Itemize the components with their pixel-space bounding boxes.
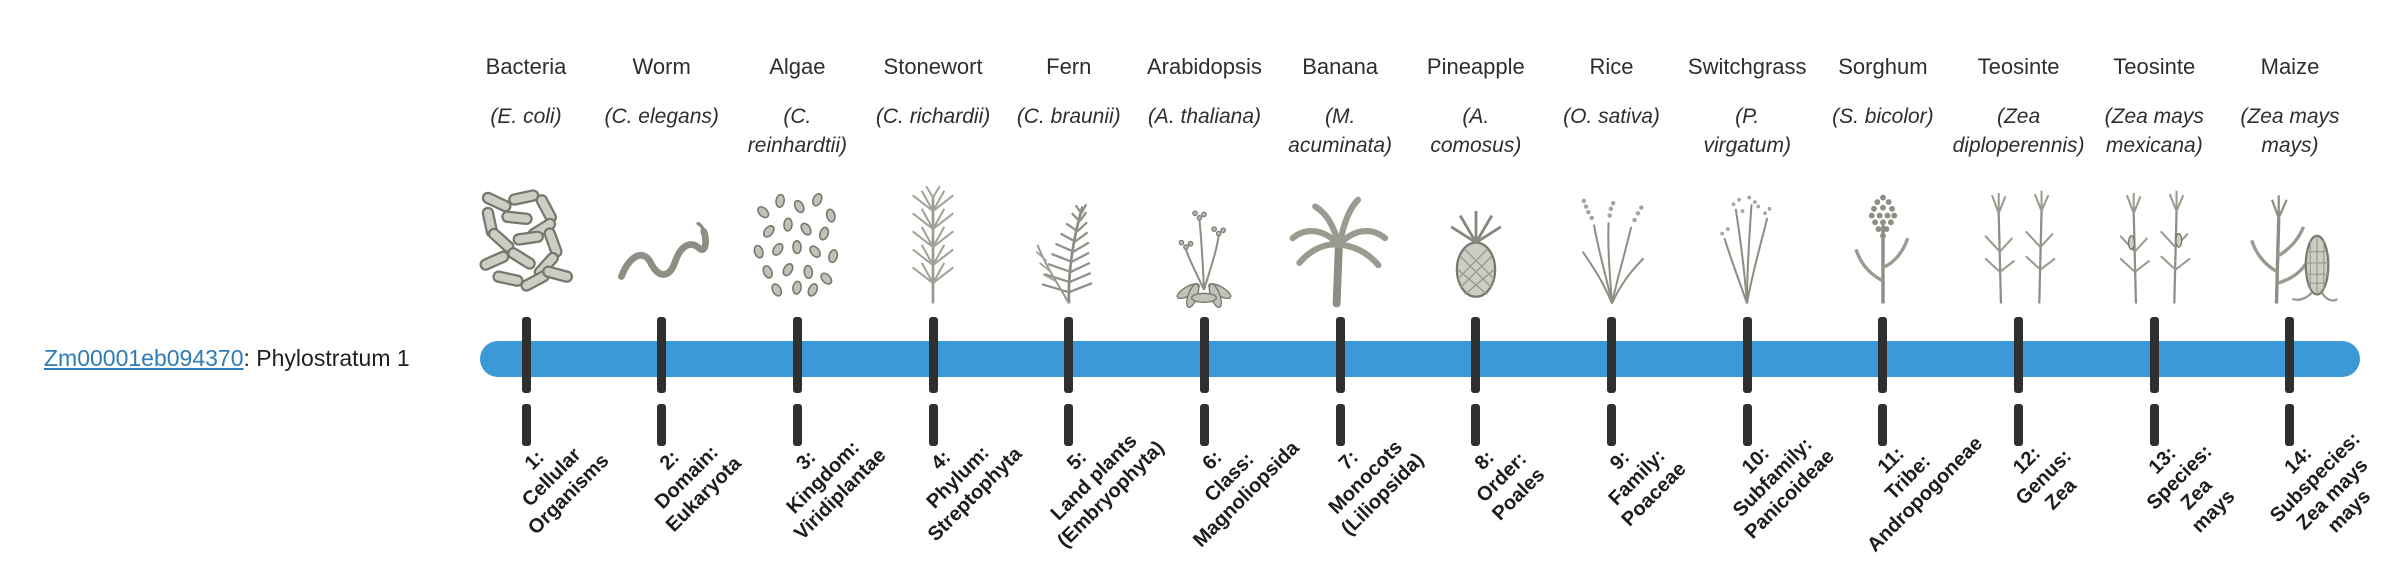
banana-icon [1270, 176, 1410, 308]
organism-name: Worm [632, 54, 691, 79]
timeline-tick-stub [1471, 404, 1481, 446]
timeline-tick [2149, 317, 2159, 393]
phylostratum-column: Teosinte (Zea diploperennis) 12: Genus: … [1909, 0, 2129, 580]
organism-name: Fern [1046, 54, 1092, 79]
timeline-tick-stub [521, 404, 531, 446]
timeline-tick [1335, 317, 1345, 393]
sorghum-icon [1813, 176, 1953, 308]
organism-name: Banana [1302, 54, 1379, 79]
pineapple-icon [1406, 176, 1546, 308]
timeline-tick [1199, 317, 1209, 393]
timeline-tick [521, 317, 531, 393]
timeline-tick-stub [1199, 404, 1209, 446]
organism-name: Algae [769, 54, 826, 79]
organism-scientific-name: (Zea diploperennis) [1952, 105, 2085, 157]
organism-scientific-name: (C. braunii) [1016, 105, 1121, 128]
phylostratum-column: Switchgrass (P. virgatum) 10: Subfamily:… [1637, 0, 1857, 580]
organism-name: Arabidopsis [1146, 54, 1262, 79]
phylostratum-column: Banana (M. acuminata) 7: Monocots (Lilio… [1230, 0, 1450, 580]
timeline-tick-stub [2014, 404, 2024, 446]
fern-icon [999, 176, 1139, 308]
organism-scientific-name: (C. reinhardtii) [747, 105, 847, 157]
timeline-tick-stub [792, 404, 802, 446]
timeline-tick-stub [1607, 404, 1617, 446]
organism-scientific-name: (M. acuminata) [1288, 105, 1393, 157]
stratum-label: 14: Subspecies: Zea mays mays [2265, 428, 2376, 538]
teosinte-mexicana-icon [2084, 176, 2224, 308]
organism-name: Switchgrass [1687, 54, 1807, 79]
timeline-tick-stub [2285, 404, 2295, 446]
phylostratum-column: Rice (O. sativa) 9: Family: Poaceae [1502, 0, 1722, 580]
phylostratum-column: Pineapple (A. comosus) 8: Order: Poales [1366, 0, 1586, 580]
phylostratum-column: Maize (Zea mays mays) 14: Subspecies: Ze… [2180, 0, 2400, 580]
timeline-tick [2285, 317, 2295, 393]
stonewort-icon [863, 176, 1003, 308]
maize-icon [2220, 176, 2360, 308]
organism-name: Teosinte [1977, 54, 2060, 79]
organism-scientific-name: (Zea mays mays) [2240, 105, 2340, 157]
phylostratum-column: Algae (C. reinhardtii) 3: Kingdom: Virid… [687, 0, 907, 580]
timeline-tick-stub [1335, 404, 1345, 446]
organism-scientific-name: (A. comosus) [1430, 105, 1522, 157]
gene-label: Zm00001eb094370: Phylostratum 1 [44, 345, 410, 372]
organism-name: Teosinte [2113, 54, 2196, 79]
organism-scientific-name: (S. bicolor) [1832, 105, 1934, 128]
timeline-tick [2014, 317, 2024, 393]
organism-scientific-name: (O. sativa) [1563, 105, 1660, 128]
timeline-tick [657, 317, 667, 393]
timeline-tick [1878, 317, 1888, 393]
organism-scientific-name: (A. thaliana) [1147, 105, 1262, 128]
timeline-tick-stub [928, 404, 938, 446]
timeline-tick [1742, 317, 1752, 393]
switchgrass-icon [1677, 176, 1817, 308]
rice-icon [1542, 176, 1682, 308]
timeline-tick-stub [1878, 404, 1888, 446]
bacteria-icon [456, 176, 596, 308]
timeline-tick-stub [657, 404, 667, 446]
phylostratum-column: Worm (C. elegans) 2: Domain: Eukaryota [552, 0, 772, 580]
organism-scientific-name: (Zea mays mexicana) [2104, 105, 2204, 157]
phylostratum-column: Stonewort (C. richardii) 4: Phylum: Stre… [823, 0, 1043, 580]
timeline-tick [1064, 317, 1074, 393]
phylostratum-column: Fern (C. braunii) 5: Land plants (Embryo… [959, 0, 1179, 580]
teosinte-diploperennis-icon [1949, 176, 2089, 308]
phylostratum-column: Teosinte (Zea mays mexicana) 13: Species… [2044, 0, 2264, 580]
organism-name: Stonewort [883, 54, 983, 79]
algae-icon [727, 176, 867, 308]
stratum-label-wrap: 14: Subspecies: Zea mays mays [2180, 428, 2400, 548]
gene-link[interactable]: Zm00001eb094370 [44, 345, 244, 371]
organism-name: Rice [1589, 54, 1634, 79]
organism-scientific-name: (C. richardii) [875, 105, 991, 128]
timeline-tick [928, 317, 938, 393]
organism-name: Maize [2260, 54, 2320, 79]
gene-stratum-text: : Phylostratum 1 [243, 345, 410, 371]
worm-icon [592, 176, 732, 308]
timeline-tick-stub [1742, 404, 1752, 446]
phylostratum-column: Bacteria (E. coli) 1: Cellular Organisms [416, 0, 636, 580]
organism-name: Pineapple [1426, 54, 1525, 79]
timeline-tick [1607, 317, 1617, 393]
timeline-tick-stub [2149, 404, 2159, 446]
arabidopsis-icon [1134, 176, 1274, 308]
phylostratum-column: Arabidopsis (A. thaliana) 6: Class: Magn… [1094, 0, 1314, 580]
organism-name: Sorghum [1838, 54, 1928, 79]
organism-name: Bacteria [485, 54, 567, 79]
organism-scientific-name: (P. virgatum) [1703, 105, 1791, 157]
phylostratum-column: Sorghum (S. bicolor) 11: Tribe: Andropog… [1773, 0, 1993, 580]
timeline-tick [1471, 317, 1481, 393]
organism-scientific-name: (C. elegans) [604, 105, 719, 128]
timeline-tick-stub [1064, 404, 1074, 446]
organism-scientific-name: (E. coli) [490, 105, 562, 128]
timeline-tick [792, 317, 802, 393]
